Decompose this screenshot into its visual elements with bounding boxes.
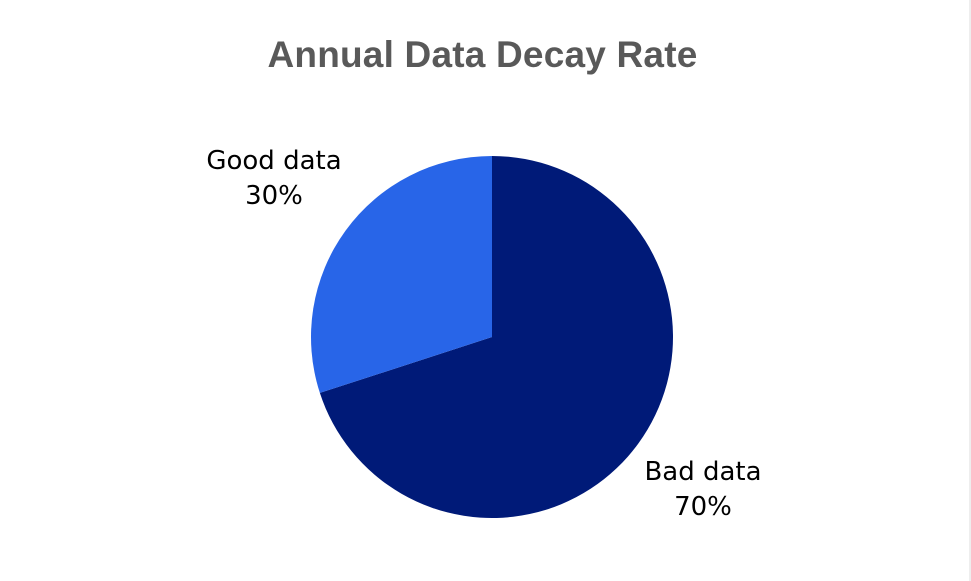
pie-slice-bad-data xyxy=(319,156,674,518)
slice-label-good-data: Good data 30% xyxy=(198,144,350,214)
pie-slices xyxy=(311,156,674,518)
pie-slice-good-data xyxy=(311,156,492,393)
slice-label-bad-data: Bad data 70% xyxy=(630,455,776,525)
slice-name-bad-data: Bad data xyxy=(644,457,762,487)
chart-title: Annual Data Decay Rate xyxy=(267,34,698,75)
slice-name-good-data: Good data xyxy=(206,146,342,176)
slice-value-good-data: 30% xyxy=(245,181,303,211)
slice-value-bad-data: 70% xyxy=(674,492,732,522)
